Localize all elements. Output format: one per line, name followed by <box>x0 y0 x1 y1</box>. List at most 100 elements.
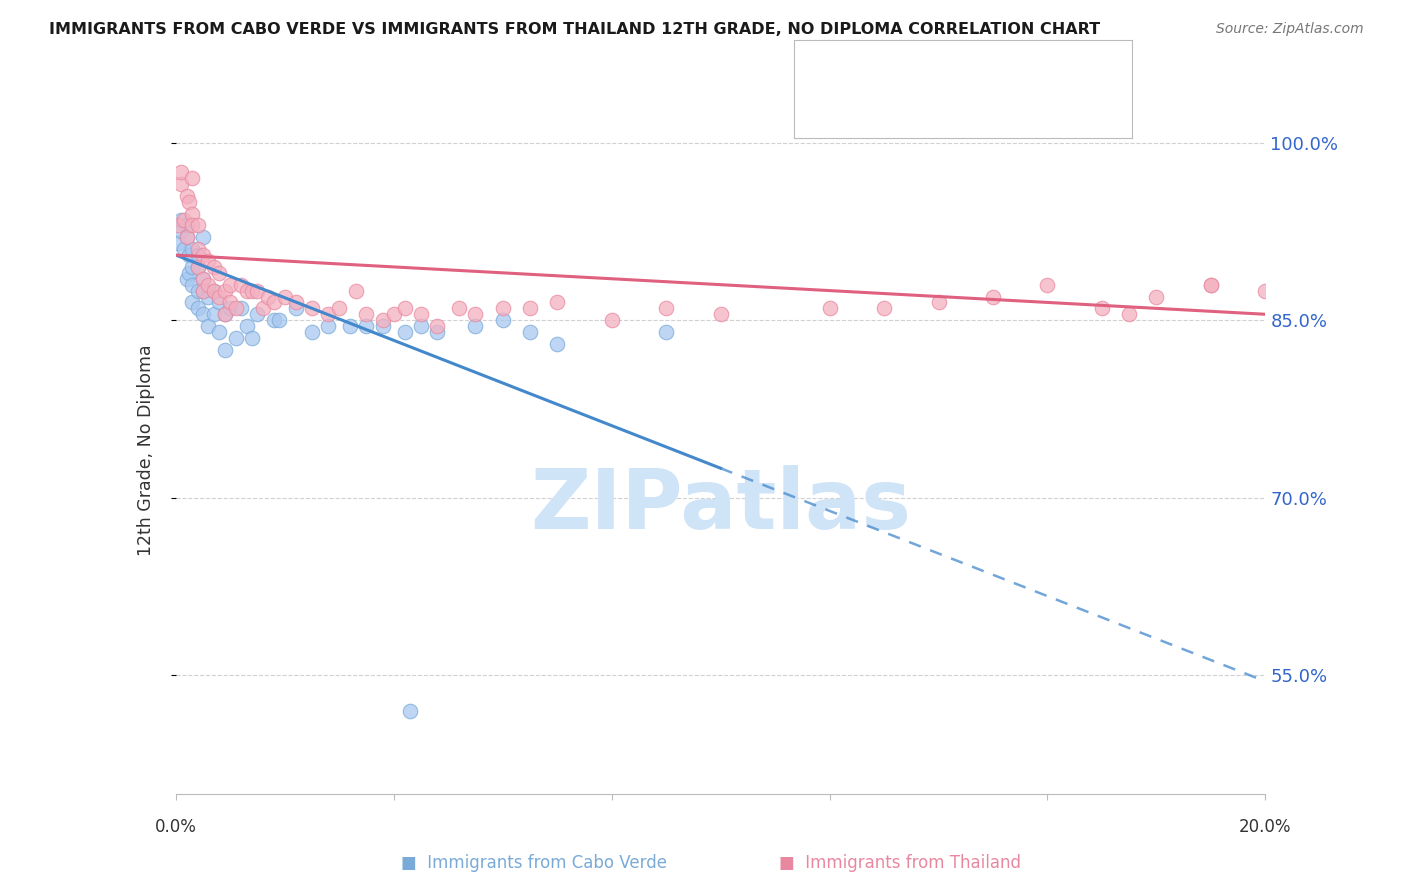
Point <box>176 230 198 244</box>
Point <box>167 236 190 251</box>
Point <box>208 325 231 339</box>
Point <box>186 284 209 298</box>
Point <box>197 277 219 292</box>
Text: 65: 65 <box>1074 103 1102 122</box>
Point <box>197 289 219 303</box>
Point <box>263 313 285 327</box>
Text: N =: N = <box>1014 59 1066 77</box>
Point <box>426 319 449 334</box>
Point <box>399 704 422 718</box>
Point <box>426 325 449 339</box>
Point <box>328 301 350 316</box>
Point <box>318 319 340 334</box>
Point <box>269 313 291 327</box>
Point <box>176 271 198 285</box>
Point <box>191 284 214 298</box>
Point <box>202 284 225 298</box>
Point <box>214 307 236 321</box>
Point <box>197 254 219 268</box>
Point <box>186 260 209 274</box>
Point <box>382 307 405 321</box>
Point <box>179 194 201 209</box>
Point <box>371 313 394 327</box>
Point <box>202 307 225 321</box>
Point <box>344 284 367 298</box>
Point <box>181 277 204 292</box>
Point <box>191 271 214 285</box>
Text: ■  Immigrants from Thailand: ■ Immigrants from Thailand <box>779 855 1021 872</box>
Text: N =: N = <box>1014 103 1066 121</box>
Point <box>186 219 209 233</box>
Point <box>176 189 198 203</box>
Point <box>519 301 541 316</box>
Point <box>235 319 257 334</box>
Point <box>186 242 209 256</box>
Point <box>394 301 416 316</box>
Point <box>464 319 486 334</box>
Point <box>246 284 269 298</box>
Point <box>214 343 236 357</box>
Point <box>394 325 416 339</box>
Point <box>170 165 193 179</box>
Text: 0.0%: 0.0% <box>155 818 197 836</box>
Text: 52: 52 <box>1074 58 1102 77</box>
Text: IMMIGRANTS FROM CABO VERDE VS IMMIGRANTS FROM THAILAND 12TH GRADE, NO DIPLOMA CO: IMMIGRANTS FROM CABO VERDE VS IMMIGRANTS… <box>49 22 1101 37</box>
Point <box>301 301 323 316</box>
Point <box>170 224 193 238</box>
Point <box>710 307 733 321</box>
Point <box>197 319 219 334</box>
Point <box>208 289 231 303</box>
Point <box>181 219 204 233</box>
Point <box>492 313 515 327</box>
Point <box>181 242 204 256</box>
Point <box>263 295 285 310</box>
Point <box>191 271 214 285</box>
Point <box>818 301 841 316</box>
Point <box>1199 277 1222 292</box>
Point <box>371 319 394 334</box>
Point <box>252 301 274 316</box>
Point <box>191 307 214 321</box>
Point <box>1118 307 1140 321</box>
Point <box>655 325 678 339</box>
Text: Source: ZipAtlas.com: Source: ZipAtlas.com <box>1216 22 1364 37</box>
Point <box>356 307 378 321</box>
Point <box>1144 289 1167 303</box>
Point <box>167 219 190 233</box>
Point <box>191 284 214 298</box>
Point <box>208 295 231 310</box>
Point <box>928 295 950 310</box>
Point <box>240 284 263 298</box>
Point <box>339 319 361 334</box>
Point <box>409 319 432 334</box>
FancyBboxPatch shape <box>808 52 848 83</box>
Point <box>546 295 568 310</box>
Point <box>191 248 214 262</box>
Point <box>235 284 257 298</box>
Point <box>274 289 297 303</box>
Point <box>173 242 195 256</box>
Point <box>1091 301 1114 316</box>
Text: R =: R = <box>869 103 908 121</box>
Point <box>176 219 198 233</box>
Point <box>284 301 307 316</box>
Point <box>181 295 204 310</box>
Point <box>492 301 515 316</box>
Text: ZIPatlas: ZIPatlas <box>530 465 911 546</box>
Point <box>356 319 378 334</box>
Point <box>1199 277 1222 292</box>
Point <box>981 289 1004 303</box>
Point <box>176 230 198 244</box>
Point <box>873 301 896 316</box>
Point <box>186 248 209 262</box>
Point <box>225 301 247 316</box>
Point <box>170 177 193 191</box>
Point <box>214 284 236 298</box>
Point <box>219 301 242 316</box>
Point <box>246 307 269 321</box>
Point <box>173 212 195 227</box>
Point <box>546 337 568 351</box>
Text: -0.069: -0.069 <box>922 103 991 122</box>
Point <box>170 212 193 227</box>
Point <box>1036 277 1059 292</box>
